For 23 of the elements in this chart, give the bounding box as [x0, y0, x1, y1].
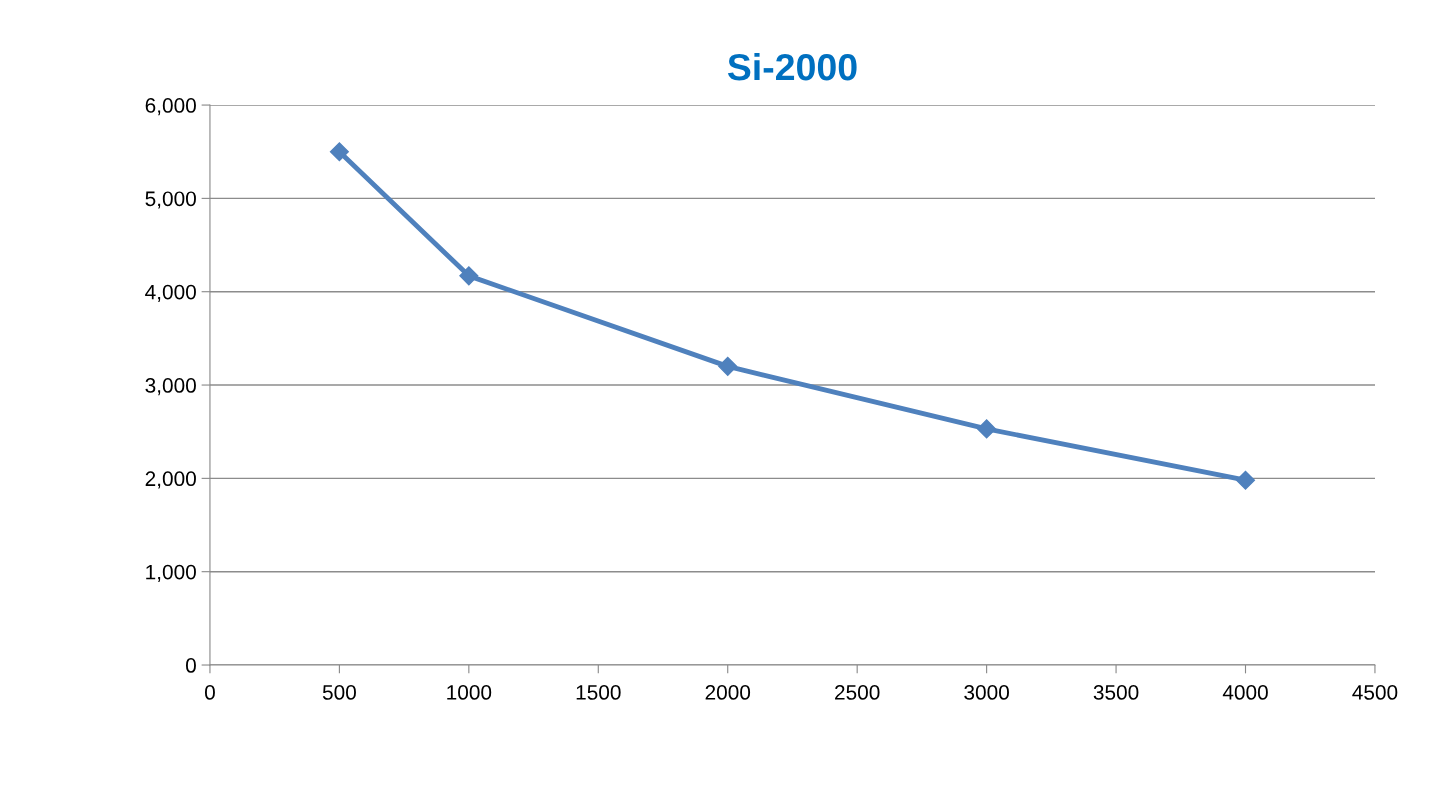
chart-title: Si-2000	[727, 52, 857, 81]
x-tick-label: 500	[322, 685, 356, 700]
y-tick-label: 6,000	[145, 98, 196, 116]
x-tick-label: 0	[204, 685, 215, 700]
point	[718, 356, 738, 376]
point	[459, 266, 479, 286]
x-tick-label: 1500	[576, 685, 621, 700]
x-tick-label: 1000	[447, 685, 492, 700]
x-tick-label: 2000	[705, 685, 751, 700]
y-tick-label: 3,000	[145, 378, 196, 396]
x-tick-label: 4500	[1352, 685, 1398, 700]
x-tick-label: 2500	[835, 685, 880, 700]
x-tick-label: 4000	[1222, 685, 1268, 700]
point	[329, 142, 349, 162]
y-tick-label: 1,000	[146, 564, 196, 582]
y-tick-label: 5,000	[145, 191, 196, 209]
y-tick-label: 2,000	[145, 471, 196, 489]
point	[1235, 470, 1256, 490]
x-tick-label: 3000	[964, 685, 1009, 700]
y-tick-label: 0	[185, 658, 196, 673]
point	[977, 419, 997, 439]
x-tick-label: 3500	[1093, 685, 1139, 700]
y-tick-label: 4,000	[145, 284, 196, 302]
